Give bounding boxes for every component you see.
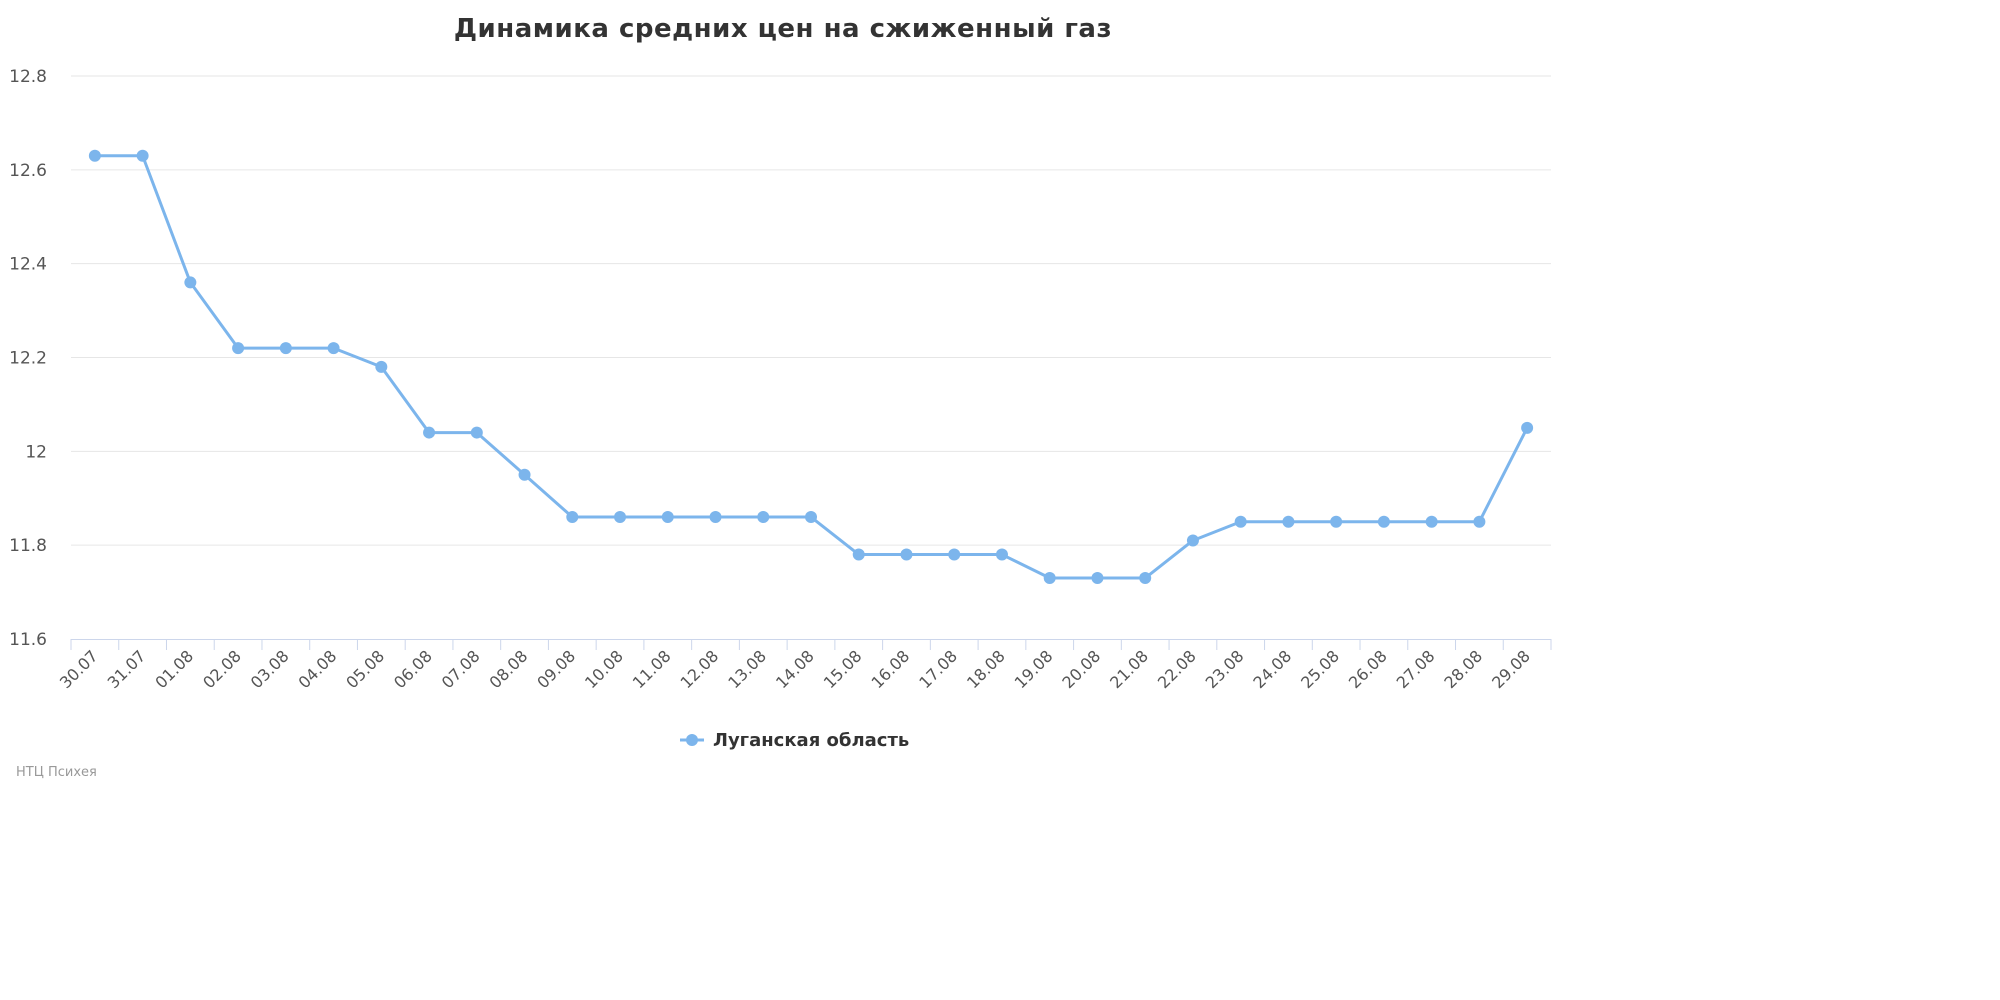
x-tick-label: 18.08	[963, 646, 1009, 692]
x-tick-label: 31.07	[104, 646, 150, 692]
x-tick-label: 26.08	[1345, 646, 1391, 692]
x-tick-label: 29.08	[1488, 646, 1534, 692]
line-chart: Динамика средних цен на сжиженный газ 11…	[9, 14, 1552, 780]
data-point[interactable]	[805, 511, 817, 524]
y-tick-label: 11.8	[9, 536, 47, 556]
y-tick-label: 12.6	[9, 161, 47, 181]
x-tick-label: 25.08	[1297, 646, 1343, 692]
y-tick-label: 11.6	[9, 630, 47, 650]
data-point[interactable]	[279, 342, 292, 355]
x-tick-label: 09.08	[533, 646, 579, 692]
data-point[interactable]	[1377, 515, 1390, 528]
data-point[interactable]	[423, 426, 436, 439]
x-tick-label: 02.08	[199, 646, 245, 692]
legend-point-marker[interactable]	[686, 734, 698, 746]
x-tick-label: 20.08	[1058, 646, 1104, 692]
data-point[interactable]	[1282, 515, 1295, 528]
x-tick-label: 08.08	[486, 646, 532, 692]
data-point[interactable]	[852, 548, 865, 561]
data-point[interactable]	[614, 511, 627, 524]
y-tick-label: 12.8	[9, 67, 47, 87]
x-tick-label: 24.08	[1249, 646, 1295, 692]
data-point[interactable]	[232, 342, 245, 355]
data-point[interactable]	[995, 548, 1008, 561]
x-tick-label: 27.08	[1393, 646, 1439, 692]
data-point[interactable]	[518, 468, 531, 481]
data-point[interactable]	[566, 511, 579, 524]
grid-lines	[71, 75, 1551, 546]
data-point[interactable]	[1521, 421, 1534, 434]
y-axis: 11.6 11.8 12 12.2 12.4 12.6 12.8	[9, 67, 47, 650]
x-tick-label: 22.08	[1154, 646, 1200, 692]
legend[interactable]: Луганская область	[680, 730, 909, 751]
y-tick-label: 12	[25, 442, 47, 462]
x-tick-label: 21.08	[1106, 646, 1152, 692]
x-tick-label: 04.08	[295, 646, 341, 692]
data-point[interactable]	[1139, 572, 1152, 585]
data-point[interactable]	[1186, 534, 1199, 547]
data-point[interactable]	[470, 426, 483, 439]
data-point[interactable]	[375, 360, 388, 373]
series-layer	[88, 149, 1534, 585]
data-point[interactable]	[136, 149, 149, 162]
y-tick-label: 12.4	[9, 255, 47, 275]
y-tick-label: 12.2	[9, 349, 47, 369]
x-tick-label: 13.08	[724, 646, 770, 692]
chart-title: Динамика средних цен на сжиженный газ	[454, 14, 1112, 44]
x-tick-label: 30.07	[56, 646, 102, 692]
credits-text[interactable]: НТЦ Психея	[16, 765, 97, 780]
data-point[interactable]	[948, 548, 961, 561]
x-tick-label: 10.08	[581, 646, 627, 692]
data-point[interactable]	[1473, 515, 1486, 528]
x-tick-label: 03.08	[247, 646, 293, 692]
data-point[interactable]	[1043, 572, 1056, 585]
data-point[interactable]	[88, 149, 101, 162]
x-axis: 30.07 31.07 01.08 02.08 03.08 04.08 05.08 06.08…	[56, 639, 1552, 692]
legend-label[interactable]: Луганская область	[713, 730, 909, 751]
x-tick-label: 05.08	[342, 646, 388, 692]
x-tick-label: 23.08	[1202, 646, 1248, 692]
x-tick-label: 11.08	[629, 646, 675, 692]
data-point[interactable]	[661, 511, 674, 524]
x-tick-label: 16.08	[867, 646, 913, 692]
x-tick-label: 19.08	[1011, 646, 1057, 692]
data-point[interactable]	[1234, 515, 1247, 528]
x-tick-label: 06.08	[390, 646, 436, 692]
chart-container: Динамика средних цен на сжиженный газ 11…	[9, 14, 1552, 780]
x-tick-label: 17.08	[915, 646, 961, 692]
x-tick-label: 01.08	[151, 646, 197, 692]
x-tick-label: 15.08	[820, 646, 866, 692]
data-point[interactable]	[709, 511, 722, 524]
data-point[interactable]	[1330, 515, 1343, 528]
x-tick-label: 28.08	[1440, 646, 1486, 692]
data-point[interactable]	[1425, 515, 1438, 528]
data-point[interactable]	[184, 276, 197, 289]
data-point[interactable]	[900, 548, 913, 561]
x-tick-label: 14.08	[772, 646, 818, 692]
x-tick-label: 07.08	[438, 646, 484, 692]
x-tick-label: 12.08	[677, 646, 723, 692]
data-point[interactable]	[757, 511, 770, 524]
data-point[interactable]	[327, 342, 340, 355]
data-point[interactable]	[1091, 572, 1104, 585]
